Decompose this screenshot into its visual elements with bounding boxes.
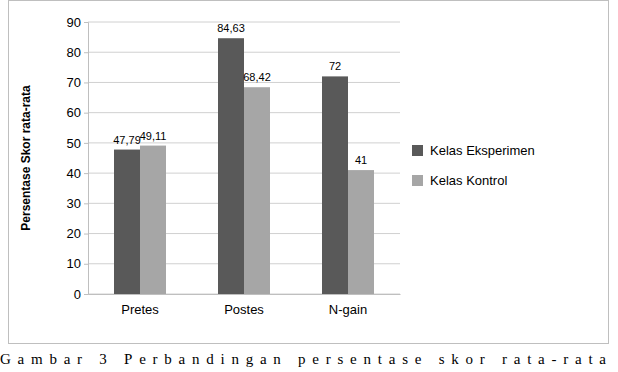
y-tick: 0 [74, 287, 88, 302]
y-tick-label: 90 [67, 15, 81, 30]
y-tick-mark [84, 203, 88, 204]
y-tick-label: 80 [67, 45, 81, 60]
y-tick-label: 0 [74, 287, 81, 302]
bar [244, 87, 270, 294]
data-label: 68,42 [243, 71, 271, 83]
y-tick-mark [84, 234, 88, 235]
x-tick-label: Pretes [121, 302, 159, 317]
x-tick: N-gain [329, 302, 367, 317]
bar [218, 38, 244, 294]
y-axis: 0 10 20 30 40 50 60 70 80 90 [67, 15, 89, 302]
y-axis-line [84, 23, 89, 295]
x-tick-label: N-gain [329, 302, 367, 317]
y-tick-mark [84, 113, 88, 114]
bar [322, 76, 348, 294]
data-label: 72 [329, 60, 341, 72]
bar [140, 146, 166, 294]
data-label: 41 [355, 154, 367, 166]
grid [88, 22, 400, 294]
y-tick: 20 [67, 226, 88, 241]
y-tick-mark [84, 173, 88, 174]
y-tick-label: 60 [67, 105, 81, 120]
y-tick: 60 [67, 105, 88, 120]
x-tick: Pretes [121, 302, 159, 317]
bars [114, 38, 374, 294]
y-tick-label: 50 [67, 136, 81, 151]
y-tick: 30 [67, 196, 88, 211]
legend-label: Kelas Eksperimen [430, 143, 535, 158]
y-tick-mark [84, 82, 88, 83]
y-tick-mark [84, 294, 88, 295]
y-tick: 40 [67, 166, 88, 181]
y-tick: 50 [67, 136, 88, 151]
data-label: 49,11 [140, 130, 167, 142]
legend-label: Kelas Kontrol [430, 173, 507, 188]
chart-frame [9, 1, 609, 344]
y-tick-label: 40 [67, 166, 81, 181]
data-label: 47,79 [113, 134, 141, 146]
bar [348, 170, 374, 294]
data-label: 84,63 [217, 22, 245, 34]
y-tick-mark [84, 52, 88, 53]
y-tick-mark [84, 264, 88, 265]
y-tick: 10 [67, 256, 88, 271]
y-tick-label: 10 [67, 256, 81, 271]
y-tick-label: 70 [67, 75, 81, 90]
x-axis: Pretes Postes N-gain [89, 295, 401, 317]
y-tick-label: 30 [67, 196, 81, 211]
y-tick-mark [84, 22, 88, 23]
legend: Kelas Eksperimen Kelas Kontrol [412, 143, 535, 188]
caption: Gambar 3 Perbandingan persentase skor ra… [0, 351, 606, 367]
y-tick-mark [84, 143, 88, 144]
y-tick: 80 [67, 45, 88, 60]
legend-swatch [412, 175, 423, 186]
y-tick: 70 [67, 75, 88, 90]
y-axis-title: Persentase Skor rata-rata [19, 85, 33, 231]
chart: 0 10 20 30 40 50 60 70 80 90 47,79 84,63 72 49,11 68,4… [0, 0, 618, 372]
legend-swatch [412, 145, 423, 156]
data-labels: 47,79 84,63 72 49,11 68,42 41 [113, 22, 367, 166]
x-tick: Postes [224, 302, 264, 317]
x-tick-label: Postes [224, 302, 264, 317]
x-axis-line [89, 294, 401, 295]
y-tick-label: 20 [67, 226, 81, 241]
y-tick: 90 [67, 15, 88, 30]
bar [114, 150, 140, 294]
